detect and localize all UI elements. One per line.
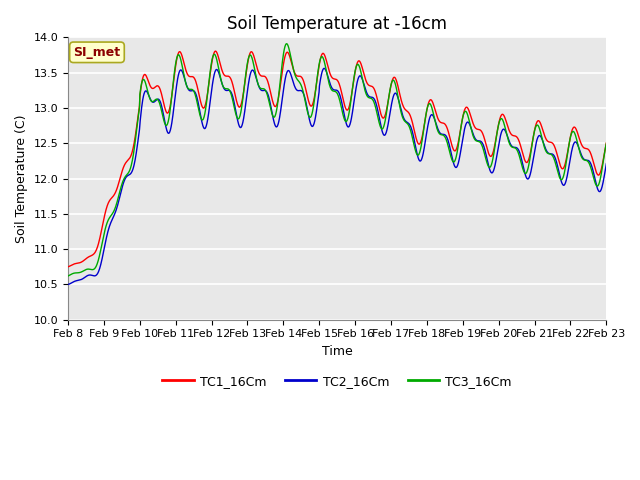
Legend: TC1_16Cm, TC2_16Cm, TC3_16Cm: TC1_16Cm, TC2_16Cm, TC3_16Cm (157, 370, 517, 393)
Text: SI_met: SI_met (74, 46, 120, 59)
Title: Soil Temperature at -16cm: Soil Temperature at -16cm (227, 15, 447, 33)
X-axis label: Time: Time (322, 345, 353, 358)
Y-axis label: Soil Temperature (C): Soil Temperature (C) (15, 114, 28, 243)
